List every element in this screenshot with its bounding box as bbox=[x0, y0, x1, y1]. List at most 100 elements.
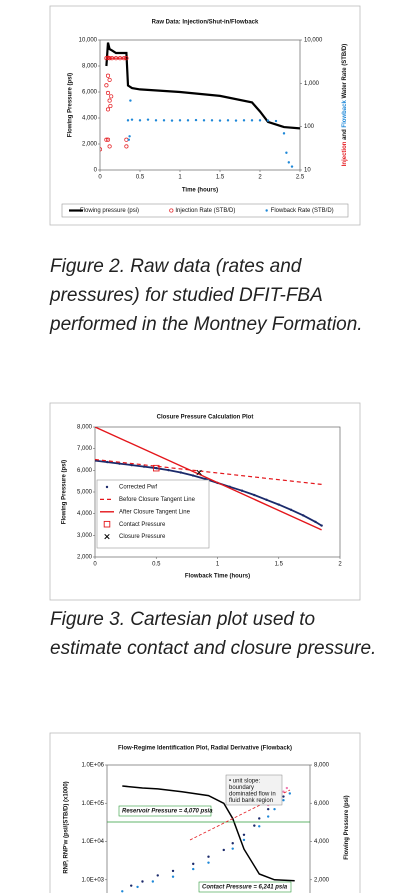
y-axis-label: RNP, RNP'w (psi/(STB/D) (x1000) bbox=[64, 781, 70, 873]
x-tick-label: 2 bbox=[338, 562, 342, 568]
marker bbox=[242, 119, 246, 122]
marker bbox=[152, 464, 160, 472]
legend-label: Flowback Rate (STB/D) bbox=[271, 208, 334, 214]
marker bbox=[126, 119, 130, 122]
x-axis-label: Time (hours) bbox=[182, 188, 218, 194]
marker bbox=[242, 838, 246, 842]
y2-axis-label-part: Water Rate (STB/D) bbox=[342, 44, 348, 100]
marker bbox=[124, 56, 129, 61]
y-tick-label: 7,000 bbox=[77, 446, 93, 452]
x-tick-label: 0 bbox=[93, 562, 97, 568]
marker bbox=[265, 209, 268, 212]
marker bbox=[108, 103, 113, 109]
x-tick-label: 1.5 bbox=[216, 175, 225, 181]
y-tick-label: 4,000 bbox=[82, 116, 98, 122]
marker bbox=[151, 880, 155, 883]
chart: Closure Pressure Calculation Plot 2,000 3,… bbox=[49, 402, 361, 601]
marker bbox=[277, 503, 280, 506]
y-axis-label: Flowing Pressure (psi) bbox=[62, 460, 68, 524]
y2-tick-label: 10,000 bbox=[304, 38, 323, 44]
y2-tick-label: 100 bbox=[304, 124, 315, 130]
marker bbox=[273, 807, 276, 811]
marker bbox=[290, 165, 294, 168]
marker bbox=[266, 807, 270, 811]
y-tick-label: 1.0E+04 bbox=[81, 839, 104, 845]
y2-axis-label-part: Flowback bbox=[342, 100, 348, 128]
marker bbox=[103, 520, 111, 528]
marker bbox=[127, 138, 130, 141]
marker bbox=[242, 833, 246, 836]
y-axis-label: Flowing Pressure (psi) bbox=[68, 73, 74, 137]
marker bbox=[117, 56, 123, 61]
y2-tick-label: 10 bbox=[304, 168, 311, 174]
note-box bbox=[225, 774, 283, 806]
marker bbox=[130, 118, 134, 121]
marker bbox=[104, 83, 109, 88]
note-line: dominated flow in bbox=[229, 792, 276, 798]
marker bbox=[141, 880, 144, 883]
x-tick-label: 2 bbox=[258, 175, 262, 181]
x-tick-label: 0.5 bbox=[136, 175, 145, 181]
y2-axis-label-part: and bbox=[342, 128, 348, 142]
marker bbox=[129, 99, 132, 102]
y-tick-label: 1.0E+06 bbox=[81, 763, 104, 769]
marker bbox=[250, 119, 254, 122]
marker bbox=[130, 884, 133, 887]
plot-marks bbox=[100, 42, 300, 168]
y2-tick-label: 4,000 bbox=[314, 839, 330, 845]
y2-axis-label: Injection and Flowback Water Rate (STB/D… bbox=[342, 44, 348, 166]
note-line: fluid bank region bbox=[229, 798, 273, 804]
marker bbox=[105, 73, 111, 78]
series-line bbox=[122, 785, 295, 882]
marker bbox=[170, 119, 174, 122]
marker bbox=[274, 119, 278, 123]
marker bbox=[106, 460, 109, 464]
y-tick-label: 6,000 bbox=[77, 468, 93, 474]
marker bbox=[194, 118, 198, 122]
marker bbox=[282, 790, 285, 793]
marker bbox=[104, 137, 109, 142]
marker bbox=[138, 119, 142, 122]
y-tick-label: 8,000 bbox=[77, 425, 93, 431]
marker bbox=[169, 208, 174, 213]
marker bbox=[231, 847, 234, 850]
marker bbox=[107, 144, 112, 149]
legend-label: Closure Pressure bbox=[119, 534, 166, 540]
marker bbox=[121, 56, 127, 61]
marker bbox=[218, 119, 222, 122]
marker bbox=[302, 514, 305, 517]
chart-title: Raw Data: Injection/Shut-in/Flowback bbox=[152, 20, 259, 26]
legend-label: Injection Rate (STB/D) bbox=[175, 208, 235, 214]
x-tick-label: 2.5 bbox=[296, 175, 305, 181]
marker bbox=[285, 151, 288, 154]
y-tick-label: 10,000 bbox=[79, 38, 98, 44]
marker bbox=[191, 474, 195, 477]
chart-title: Flow-Regime Identification Plot, Radial … bbox=[118, 746, 292, 752]
chart-title: Closure Pressure Calculation Plot bbox=[157, 415, 254, 421]
marker bbox=[107, 98, 112, 103]
marker bbox=[287, 161, 290, 164]
marker bbox=[100, 147, 103, 152]
marker bbox=[104, 533, 110, 540]
marker bbox=[288, 792, 292, 795]
x-tick-label: 1 bbox=[178, 175, 182, 181]
marker bbox=[130, 463, 133, 467]
marker bbox=[222, 848, 225, 852]
marker bbox=[192, 862, 195, 866]
x-axis-label: Flowback Time (hours) bbox=[185, 574, 250, 580]
marker bbox=[105, 137, 111, 142]
x-tick-label: 0 bbox=[98, 175, 102, 181]
annotation-box bbox=[198, 881, 292, 893]
marker bbox=[156, 874, 159, 877]
legend-box bbox=[61, 203, 349, 218]
series-line bbox=[95, 458, 322, 485]
y-tick-label: 1.0E+05 bbox=[81, 801, 104, 807]
marker bbox=[314, 520, 317, 524]
marker bbox=[155, 466, 158, 470]
caption: Figure 2. Raw data (rates and pressures)… bbox=[50, 256, 363, 335]
marker bbox=[118, 462, 121, 465]
y2-tick-label: 2,000 bbox=[314, 877, 330, 883]
marker bbox=[204, 477, 207, 481]
series-line bbox=[95, 427, 322, 531]
